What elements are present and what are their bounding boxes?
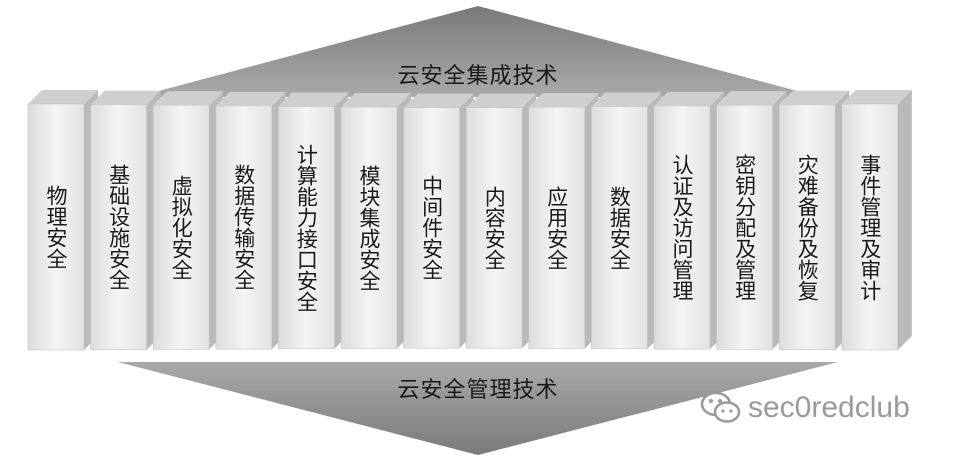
block-top-face — [466, 93, 537, 108]
block-label-1: 物理安全 — [44, 185, 68, 269]
block-label-5: 计算能力接口安全 — [294, 143, 319, 312]
block-front-face — [591, 106, 648, 350]
block-label-14: 事件管理及审计 — [857, 153, 882, 301]
block-front-face — [215, 105, 273, 350]
block-top-face — [654, 91, 724, 106]
block-front-face — [653, 105, 711, 350]
block-top-face — [278, 92, 349, 107]
block-front-face — [778, 104, 836, 350]
block-label-12: 密钥分配及管理 — [732, 153, 757, 301]
block-label-9: 应用安全 — [544, 185, 569, 270]
block-14 — [841, 90, 912, 351]
block-top-face — [153, 91, 224, 106]
block-top-face — [779, 90, 850, 105]
block-top-face — [403, 93, 474, 108]
block-11 — [653, 91, 724, 350]
block-label-13: 灾难备份及恢复 — [795, 153, 820, 301]
bottom-banner-shape — [118, 362, 838, 455]
block-top-face — [716, 91, 787, 106]
block-label-7: 中间件安全 — [419, 175, 444, 281]
block-top-face — [528, 93, 599, 108]
block-label-11: 认证及访问管理 — [670, 153, 694, 301]
block-top-face — [591, 92, 662, 107]
block-front-face — [27, 103, 85, 351]
block-front-face — [278, 106, 335, 350]
block-front-face — [403, 107, 460, 349]
block-label-8: 内容安全 — [482, 185, 507, 270]
block-front-face — [465, 107, 523, 349]
block-top-face — [841, 90, 912, 104]
block-side-face — [897, 90, 912, 350]
block-front-face — [152, 104, 210, 350]
block-front-face — [340, 106, 398, 349]
bottom-banner-label: 云安全管理技术 — [397, 378, 559, 403]
block-top-face — [341, 93, 411, 108]
top-banner-label: 云安全集成技术 — [397, 64, 559, 89]
block-label-2: 基础设施安全 — [106, 164, 131, 291]
block-front-face — [716, 104, 773, 350]
block-front-face — [528, 106, 586, 349]
block-label-3: 虚拟化安全 — [169, 174, 194, 280]
block-top-face — [90, 90, 161, 105]
wechat-icon — [700, 391, 741, 423]
block-top-face — [215, 91, 286, 106]
block-label-4: 数据传输安全 — [231, 164, 256, 291]
watermark: sec0redclub — [700, 390, 910, 426]
watermark-text: sec0redclub — [748, 391, 910, 424]
block-front-face — [90, 104, 147, 350]
top-banner-shape — [136, 6, 820, 97]
block-label-6: 模块集成安全 — [357, 164, 381, 291]
block-top-face — [28, 90, 98, 104]
block-label-10: 数据安全 — [607, 185, 632, 270]
block-front-face — [841, 103, 899, 351]
